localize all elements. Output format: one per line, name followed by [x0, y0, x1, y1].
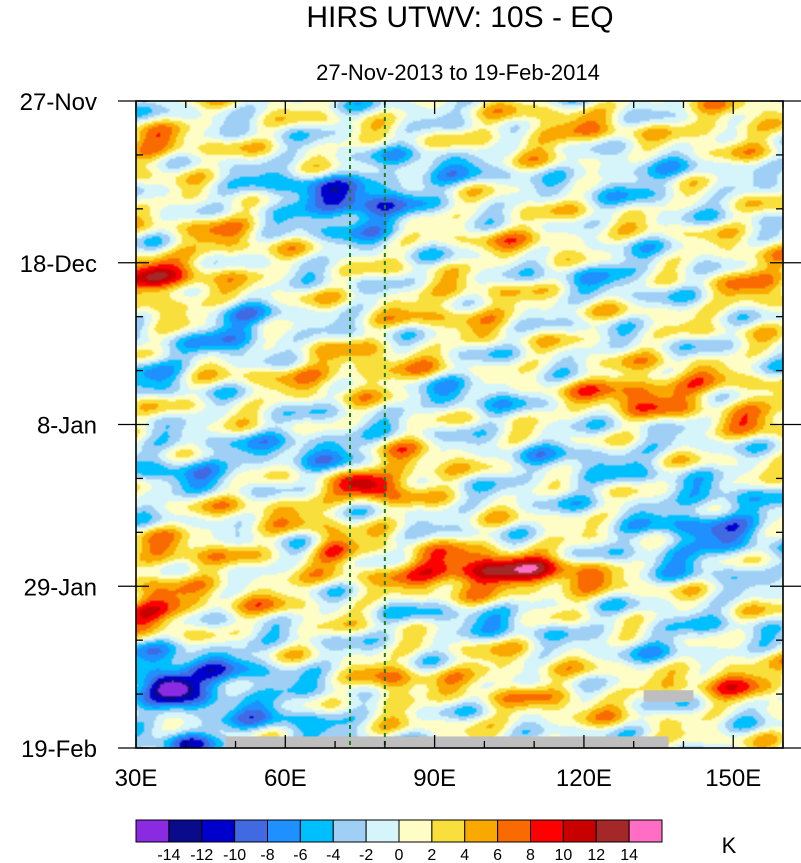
y-tick-label: 18-Dec — [20, 251, 97, 278]
colorbar-label: 8 — [526, 847, 535, 863]
missing-data-region — [225, 736, 669, 748]
colorbar-label: -2 — [359, 847, 373, 863]
colorbar-swatch — [365, 819, 400, 843]
colorbar-swatch — [299, 819, 334, 843]
missing-data-region — [643, 690, 694, 702]
colorbar-label: 14 — [620, 847, 638, 863]
heatmap-field — [136, 101, 783, 748]
y-tick-label: 19-Feb — [21, 736, 97, 763]
colorbar-swatch — [168, 819, 203, 843]
colorbar-label: -8 — [260, 847, 274, 863]
colorbar-swatch — [135, 819, 170, 843]
colorbar-swatch — [201, 819, 236, 843]
x-tick-label: 150E — [705, 765, 761, 792]
colorbar-label: 10 — [554, 847, 572, 863]
chart-title: HIRS UTWV: 10S - EQ — [306, 1, 613, 34]
colorbar-label: -12 — [190, 847, 213, 863]
colorbar-label: -10 — [223, 847, 246, 863]
colorbar-swatch — [234, 819, 268, 843]
colorbar-label: 0 — [395, 847, 404, 863]
chart-subtitle: 27-Nov-2013 to 19-Feb-2014 — [316, 60, 600, 85]
colorbar-swatch — [595, 819, 630, 843]
colorbar: -14 -12 -10 -8 -6 -4 -2 0 2 4 6 8 10 12 14 — [135, 819, 663, 863]
colorbar-swatch — [628, 819, 663, 843]
colorbar-swatch — [530, 819, 564, 843]
missing-data-layer — [225, 690, 694, 748]
x-tick-label: 60E — [264, 765, 307, 792]
y-tick-label: 8-Jan — [37, 413, 97, 440]
y-tick-label: 29-Jan — [24, 574, 97, 601]
heatmap-image — [136, 101, 783, 748]
colorbar-swatch — [431, 819, 466, 843]
x-axis: 30E 60E 90E 120E 150E — [115, 101, 784, 792]
colorbar-swatch — [497, 819, 531, 843]
x-tick-label: 120E — [556, 765, 612, 792]
colorbar-label: 2 — [427, 847, 436, 863]
colorbar-unit-label: K — [722, 833, 737, 858]
colorbar-swatch — [267, 819, 301, 843]
colorbar-label: -4 — [326, 847, 340, 863]
x-tick-label: 90E — [413, 765, 456, 792]
colorbar-swatch — [332, 819, 367, 843]
colorbar-label: -14 — [157, 847, 180, 863]
reference-lines — [349, 101, 386, 748]
colorbar-swatch — [398, 819, 433, 843]
colorbar-label: 12 — [587, 847, 605, 863]
colorbar-swatch — [562, 819, 597, 843]
x-tick-label: 30E — [115, 765, 158, 792]
colorbar-label: -6 — [293, 847, 307, 863]
y-axis: 27-Nov 18-Dec 8-Jan 29-Jan 19-Feb — [20, 89, 801, 763]
colorbar-swatch — [464, 819, 499, 843]
y-tick-label: 27-Nov — [20, 89, 97, 116]
colorbar-label: 4 — [460, 847, 469, 863]
colorbar-label: 6 — [493, 847, 502, 863]
